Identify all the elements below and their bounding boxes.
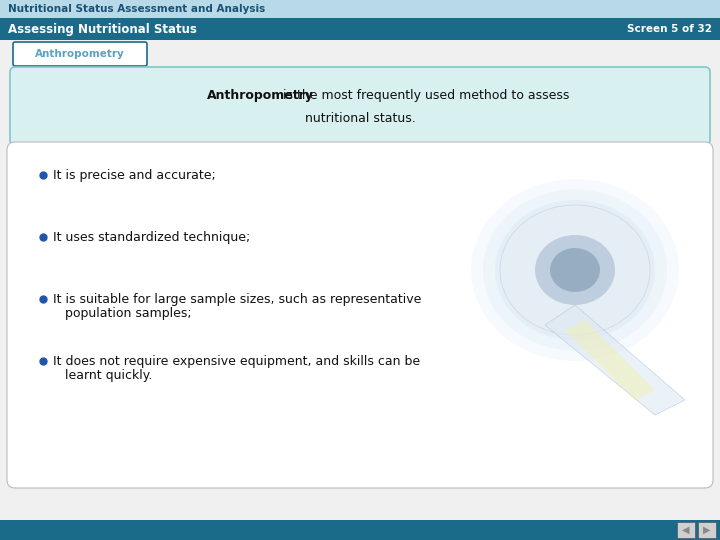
Text: It is precise and accurate;: It is precise and accurate;: [53, 168, 216, 181]
Ellipse shape: [550, 248, 600, 292]
Text: is the most frequently used method to assess: is the most frequently used method to as…: [279, 90, 569, 103]
Text: learnt quickly.: learnt quickly.: [53, 368, 153, 381]
Text: It does not require expensive equipment, and skills can be: It does not require expensive equipment,…: [53, 354, 420, 368]
Text: Nutritional Status Assessment and Analysis: Nutritional Status Assessment and Analys…: [8, 4, 265, 14]
Ellipse shape: [500, 205, 650, 335]
Text: It is suitable for large sample sizes, such as representative: It is suitable for large sample sizes, s…: [53, 293, 421, 306]
Ellipse shape: [483, 190, 667, 350]
Polygon shape: [565, 320, 655, 400]
FancyBboxPatch shape: [7, 142, 713, 488]
Text: Anthropometry: Anthropometry: [35, 49, 125, 59]
Ellipse shape: [535, 235, 615, 305]
Text: population samples;: population samples;: [53, 307, 192, 320]
Bar: [677, 522, 695, 538]
Bar: [0, 520, 720, 540]
FancyBboxPatch shape: [10, 67, 710, 145]
Ellipse shape: [471, 179, 679, 361]
Ellipse shape: [495, 200, 655, 340]
Bar: [0, 18, 720, 40]
Text: It uses standardized technique;: It uses standardized technique;: [53, 231, 251, 244]
Text: Assessing Nutritional Status: Assessing Nutritional Status: [8, 23, 197, 36]
Text: Anthropometry: Anthropometry: [207, 90, 314, 103]
Text: nutritional status.: nutritional status.: [305, 111, 415, 125]
Text: ▶: ▶: [703, 525, 711, 535]
FancyBboxPatch shape: [13, 42, 147, 66]
Bar: [698, 522, 716, 538]
Polygon shape: [545, 305, 685, 415]
Text: ◀: ◀: [683, 525, 690, 535]
Bar: [0, 0, 720, 18]
Text: Screen 5 of 32: Screen 5 of 32: [627, 24, 712, 34]
